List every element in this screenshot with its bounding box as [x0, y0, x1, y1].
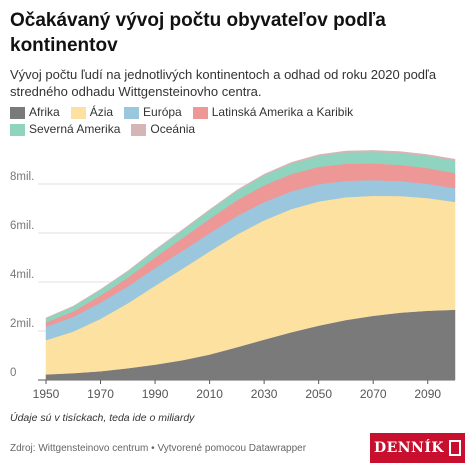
- x-tick-label: 2050: [305, 387, 332, 401]
- chart-legend: Afrika Ázia Európa Latinská Amerika a Karib…: [10, 104, 465, 138]
- x-axis-ticks: 1950 1970 1990 2010 2030 2050 2070 2090: [33, 380, 441, 401]
- logo-n-icon: [449, 440, 462, 456]
- legend-swatch: [131, 123, 147, 136]
- source-credit: Zdroj: Wittgensteinovo centrum • Vytvore…: [10, 443, 307, 454]
- x-tick-label: 1990: [142, 387, 169, 401]
- x-tick-label: 2010: [196, 387, 223, 401]
- legend-item: Latinská Amerika a Karibik: [192, 104, 354, 121]
- legend-item: Severná Amerika: [10, 121, 120, 138]
- area-oceánia: [45, 150, 456, 319]
- x-tick-label: 2090: [414, 387, 441, 401]
- legend-label: Latinská Amerika a Karibik: [211, 105, 354, 119]
- legend-swatch: [124, 106, 140, 119]
- legend-item: Európa: [124, 104, 182, 121]
- legend-label: Severná Amerika: [29, 122, 121, 136]
- x-tick-label: 1950: [33, 387, 60, 401]
- x-tick-label: 2030: [251, 387, 278, 401]
- legend-swatch: [192, 106, 208, 119]
- data-note: Údaje sú v tisíckach, teda ide o miliard…: [10, 412, 195, 424]
- legend-label: Ázia: [89, 105, 114, 119]
- legend-swatch: [10, 123, 25, 136]
- dennik-n-logo[interactable]: DENNÍK: [370, 433, 465, 463]
- y-tick-label: 6mil.: [10, 220, 34, 232]
- legend-item: Oceánia: [131, 121, 195, 138]
- legend-label: Európa: [143, 105, 182, 119]
- x-tick-label: 1970: [87, 387, 114, 401]
- x-tick-label: 2070: [360, 387, 387, 401]
- y-tick-label: 4mil.: [10, 269, 34, 281]
- legend-label: Afrika: [29, 105, 60, 119]
- legend-swatch: [70, 106, 86, 119]
- legend-item: Ázia: [70, 104, 114, 121]
- chart-subtitle: Vývoj počtu ľudí na jednotlivých kontine…: [10, 67, 437, 99]
- y-tick-label: 0: [10, 367, 16, 379]
- area-series: [45, 150, 456, 381]
- y-tick-label: 2mil.: [10, 318, 34, 330]
- y-axis-ticks: 0 2mil. 4mil. 6mil. 8mil.: [10, 171, 34, 379]
- logo-text: DENNÍK: [373, 440, 445, 456]
- legend-swatch: [10, 106, 25, 119]
- legend-item: Afrika: [10, 104, 60, 121]
- chart-title: Očakávaný vývoj počtu obyvateľov podľa k…: [10, 10, 386, 56]
- y-tick-label: 8mil.: [10, 171, 34, 183]
- legend-label: Oceánia: [150, 122, 196, 136]
